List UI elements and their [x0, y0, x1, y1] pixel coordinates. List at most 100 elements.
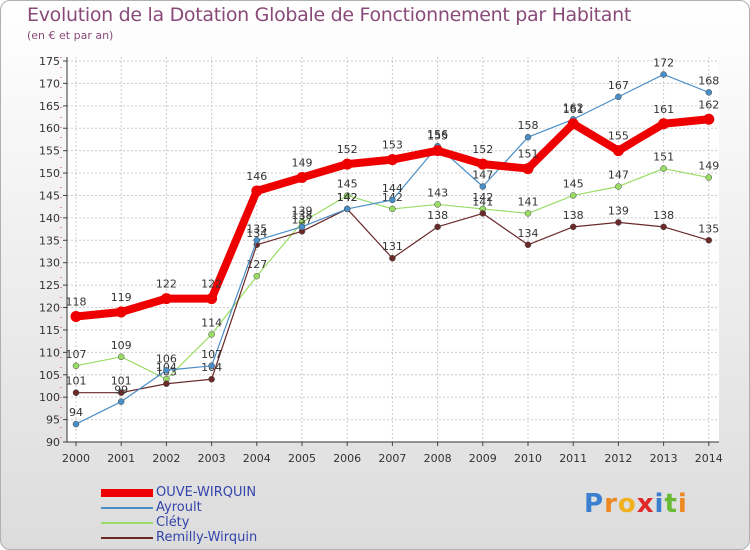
legend: OUVE-WIRQUIN Ayroult Cléty Remilly-Wirqu… — [101, 485, 361, 545]
data-label-ayroult: 147 — [472, 169, 493, 182]
data-label-ouve-wirquin: 149 — [292, 157, 313, 170]
legend-item-ayroult[interactable]: Ayroult — [101, 500, 361, 515]
data-label-ayroult: 158 — [518, 119, 539, 132]
legend-item-ouve-wirquin[interactable]: OUVE-WIRQUIN — [101, 485, 361, 500]
data-label-remilly-wirquin: 101 — [66, 375, 87, 388]
data-label-ouve-wirquin: 146 — [246, 170, 267, 183]
data-point-clety — [434, 201, 441, 208]
logo-letter: t — [664, 489, 678, 519]
data-point-remilly-wirquin — [569, 223, 577, 231]
logo-letter: o — [617, 489, 637, 519]
data-label-ayroult: 106 — [156, 352, 177, 365]
y-tick-label: 95 — [46, 414, 60, 427]
legend-swatch-remilly-wirquin — [101, 537, 153, 539]
data-label-ouve-wirquin: 161 — [563, 103, 584, 116]
data-point-ouve-wirquin — [703, 113, 715, 125]
legend-swatch-ouve-wirquin — [101, 489, 153, 497]
y-tick-label: 120 — [39, 302, 60, 315]
proxiti-logo: Proxiti — [584, 489, 688, 519]
y-tick-label: 100 — [39, 391, 60, 404]
data-point-clety — [660, 165, 667, 172]
data-label-remilly-wirquin: 101 — [111, 375, 132, 388]
y-tick-label: 130 — [39, 257, 60, 270]
data-label-clety: 145 — [337, 177, 358, 190]
y-tick-label: 155 — [39, 145, 60, 158]
data-point-remilly-wirquin — [208, 375, 215, 383]
legend-swatch-clety — [101, 522, 153, 524]
data-label-remilly-wirquin: 135 — [698, 222, 719, 235]
data-label-remilly-wirquin: 134 — [246, 227, 267, 240]
data-point-ouve-wirquin — [251, 185, 263, 197]
data-point-ouve-wirquin — [115, 306, 127, 318]
y-tick-label: 150 — [39, 167, 60, 180]
data-point-ouve-wirquin — [70, 310, 82, 322]
data-point-remilly-wirquin — [117, 389, 125, 396]
data-label-clety: 107 — [66, 348, 87, 361]
data-point-remilly-wirquin — [705, 237, 713, 244]
y-tick-label: 165 — [39, 100, 60, 113]
legend-label-clety: Cléty — [156, 515, 190, 530]
data-point-ouve-wirquin — [341, 158, 353, 170]
data-point-ayroult — [298, 223, 306, 231]
y-tick-label: 140 — [39, 212, 60, 225]
x-tick-label: 2005 — [288, 452, 316, 465]
y-tick-label: 175 — [39, 55, 60, 68]
data-point-remilly-wirquin — [72, 389, 80, 396]
data-label-ayroult: 142 — [337, 191, 358, 204]
x-tick-label: 2011 — [559, 452, 587, 465]
y-tick-label: 105 — [39, 369, 60, 382]
data-label-remilly-wirquin: 138 — [653, 209, 674, 222]
data-label-remilly-wirquin: 142 — [337, 191, 358, 204]
logo-letter: r — [604, 489, 618, 519]
data-label-ayroult: 135 — [246, 222, 267, 235]
y-tick-label: 115 — [39, 324, 60, 337]
x-tick-label: 2008 — [424, 452, 452, 465]
data-point-remilly-wirquin — [615, 219, 622, 226]
data-label-remilly-wirquin: 139 — [608, 204, 629, 217]
data-point-ouve-wirquin — [612, 145, 624, 157]
x-tick-label: 2003 — [198, 452, 226, 465]
data-label-ouve-wirquin: 122 — [156, 278, 177, 291]
data-point-ouve-wirquin — [206, 293, 218, 305]
x-tick-label: 2009 — [469, 452, 497, 465]
data-label-ayroult: 162 — [563, 101, 584, 114]
data-label-ayroult: 138 — [292, 209, 313, 222]
legend-label-remilly-wirquin: Remilly-Wirquin — [156, 530, 258, 545]
plot-area — [67, 57, 719, 442]
data-point-clety — [253, 272, 261, 280]
data-label-ouve-wirquin: 119 — [111, 291, 132, 304]
data-point-ayroult — [253, 237, 261, 244]
data-label-ayroult: 94 — [69, 406, 83, 419]
data-label-ouve-wirquin: 153 — [382, 139, 403, 152]
x-tick-label: 2006 — [333, 452, 361, 465]
data-point-ayroult — [208, 362, 215, 370]
data-point-ouve-wirquin — [567, 118, 579, 130]
data-label-clety: 141 — [518, 195, 539, 208]
data-label-clety: 114 — [201, 316, 222, 329]
data-point-ayroult — [389, 196, 396, 204]
data-point-remilly-wirquin — [660, 223, 667, 231]
y-tick-label: 135 — [39, 234, 60, 247]
data-label-ouve-wirquin: 152 — [472, 143, 493, 156]
data-point-ayroult — [524, 133, 532, 141]
data-point-clety — [524, 210, 532, 217]
data-label-ayroult: 99 — [114, 384, 128, 397]
data-label-clety: 149 — [698, 160, 719, 173]
data-label-remilly-wirquin: 138 — [427, 209, 448, 222]
data-point-ouve-wirquin — [432, 145, 444, 157]
data-label-ouve-wirquin: 161 — [653, 103, 674, 116]
data-label-clety: 142 — [472, 191, 493, 204]
data-label-ouve-wirquin: 162 — [698, 98, 719, 111]
data-label-remilly-wirquin: 138 — [563, 209, 584, 222]
logo-letter: i — [677, 489, 688, 519]
data-point-clety — [705, 174, 713, 181]
data-label-ayroult: 144 — [382, 182, 403, 195]
data-point-ayroult — [615, 93, 622, 101]
data-label-ouve-wirquin: 151 — [518, 148, 539, 161]
data-label-clety: 147 — [608, 169, 629, 182]
legend-item-remilly-wirquin[interactable]: Remilly-Wirquin — [101, 530, 361, 545]
logo-letter: P — [584, 489, 605, 519]
x-tick-label: 2002 — [152, 452, 180, 465]
data-label-remilly-wirquin: 131 — [382, 240, 403, 253]
legend-item-clety[interactable]: Cléty — [101, 515, 361, 530]
